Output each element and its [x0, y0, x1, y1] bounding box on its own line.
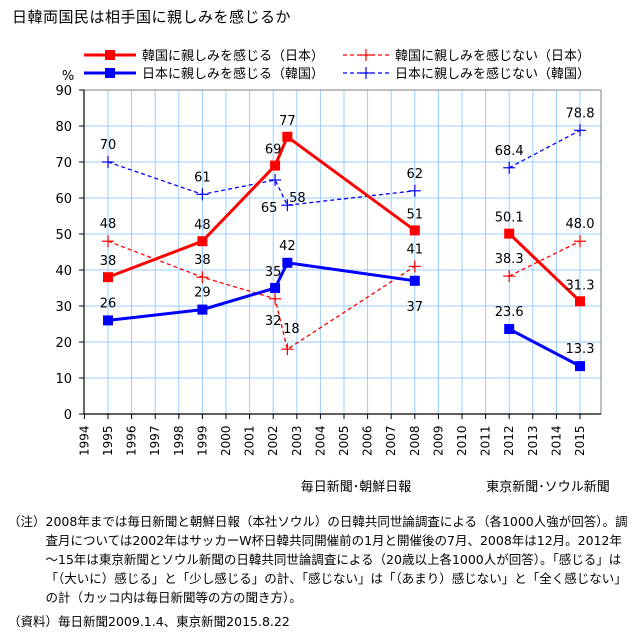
y-tick-label: 40 — [55, 264, 72, 279]
series-line — [107, 161, 415, 206]
data-point-square — [504, 324, 515, 335]
x-tick-label: 1997 — [148, 425, 162, 456]
data-label: 70 — [100, 138, 117, 153]
source-text: 毎日新聞2009.1.4、東京新聞2015.8.22 — [58, 614, 290, 629]
data-label: 42 — [279, 239, 296, 254]
series-line — [508, 327, 581, 368]
data-point-square — [575, 361, 585, 372]
data-label: 69 — [265, 143, 282, 158]
y-tick-label: 30 — [55, 300, 72, 315]
data-label: 18 — [283, 322, 300, 337]
x-tick-label: 2004 — [313, 425, 327, 456]
data-label: 61 — [194, 170, 211, 185]
data-point-square — [270, 160, 281, 171]
data-point-square — [103, 272, 113, 283]
data-label: 62 — [407, 167, 424, 182]
data-label: 29 — [194, 286, 211, 301]
data-label: 23.6 — [495, 305, 524, 320]
y-tick-label: 20 — [55, 336, 72, 351]
data-point-square — [282, 257, 293, 268]
series-line — [508, 129, 581, 169]
x-tick-label: 2008 — [408, 425, 422, 456]
series-line — [107, 261, 416, 322]
data-label: 38 — [194, 253, 211, 268]
data-point-square — [197, 236, 208, 247]
data-label: 38.3 — [495, 252, 524, 267]
y-tick-label: 10 — [55, 372, 72, 387]
data-label: 58 — [289, 191, 306, 206]
notes: （注） 2008年までは毎日新聞と朝鮮日報（本社ソウル）の日韓共同世論調査による… — [8, 512, 633, 631]
y-tick-label: 60 — [55, 192, 72, 207]
data-label: 50.1 — [495, 211, 524, 226]
data-point-square — [409, 275, 420, 286]
x-tick-label: 1996 — [125, 425, 139, 456]
series-line — [508, 240, 581, 277]
x-tick-label: 2007 — [384, 425, 398, 456]
x-tick-label: 2000 — [219, 425, 233, 456]
legend-label: 日本に親しみを感じる（韓国） — [142, 66, 324, 82]
x-tick-label: 2010 — [455, 425, 469, 456]
data-label: 77 — [279, 114, 296, 129]
x-tick-label: 2003 — [290, 425, 304, 456]
source-group-label: 東京新聞･ソウル新聞 — [486, 479, 610, 495]
y-tick-label: 80 — [55, 120, 72, 135]
x-tick-label: 1994 — [77, 425, 91, 456]
x-tick-label: 1999 — [195, 425, 209, 456]
x-tick-label: 2015 — [573, 425, 587, 456]
x-tick-label: 2014 — [549, 425, 563, 456]
x-tick-label: 2009 — [431, 425, 445, 456]
x-tick-label: 2011 — [479, 425, 493, 456]
chart-title: 日韓両国民は相手国に親しみを感じるか — [12, 8, 292, 26]
chart: 1994 1995 1996 1997 1998 1999 2000 2001 2002 2003… — [55, 48, 610, 495]
data-label: 48.0 — [566, 217, 595, 232]
data-label: 31.3 — [566, 278, 595, 293]
data-label: 13.3 — [566, 342, 595, 357]
y-tick-label: 70 — [55, 156, 72, 171]
data-label: 32 — [265, 314, 282, 329]
data-point-square — [575, 296, 585, 307]
data-label: 35 — [265, 265, 282, 280]
y-tick-label: 50 — [55, 228, 72, 243]
x-tick-label: 2005 — [337, 425, 351, 456]
data-label: 38 — [100, 254, 117, 269]
note-text: 2008年までは毎日新聞と朝鮮日報（本社ソウル）の日韓共同世論調査による（各10… — [45, 514, 628, 605]
legend-label: 韓国に親しみを感じない（日本） — [395, 48, 590, 64]
note: （注） 2008年までは毎日新聞と朝鮮日報（本社ソウル）の日韓共同世論調査による… — [8, 512, 633, 607]
data-label: 48 — [100, 217, 117, 232]
data-label: 51 — [407, 207, 424, 222]
legend-label: 韓国に親しみを感じる（日本） — [142, 48, 324, 64]
y-tick-label: 0 — [64, 408, 72, 423]
x-tick-label: 2002 — [266, 425, 280, 456]
data-label: 37 — [407, 300, 424, 315]
data-point-square — [504, 228, 515, 239]
data-point-square — [282, 131, 293, 142]
legend-marker-square — [105, 50, 115, 60]
source-label: （資料） — [8, 614, 59, 629]
data-point-square — [409, 225, 420, 236]
x-tick-label: 2006 — [361, 425, 375, 456]
y-tick-label: 90 — [55, 84, 72, 99]
x-tick-label: 2012 — [502, 425, 516, 456]
legend-label: 日本に親しみを感じない（韓国） — [395, 66, 590, 82]
note-label: （注） — [8, 514, 46, 529]
data-label: 48 — [194, 218, 211, 233]
x-tick-label: 1995 — [101, 425, 115, 456]
data-label: 41 — [407, 242, 424, 257]
source-group-label: 毎日新聞･朝鮮日報 — [301, 479, 412, 495]
data-label: 26 — [100, 296, 117, 311]
x-tick-label: 1998 — [172, 425, 186, 456]
legend-marker-square — [105, 68, 115, 78]
x-tick-label: 2013 — [526, 425, 540, 456]
x-tick-label: 2001 — [243, 425, 257, 456]
y-axis-unit: % — [62, 69, 74, 84]
data-point-square — [197, 304, 208, 315]
data-label: 78.8 — [566, 106, 595, 121]
series-line — [107, 240, 416, 351]
source: （資料） 毎日新聞2009.1.4、東京新聞2015.8.22 — [8, 612, 633, 631]
data-point-square — [103, 315, 113, 326]
series-line — [508, 232, 582, 303]
data-label: 68.4 — [495, 144, 524, 159]
data-point-square — [270, 283, 281, 293]
data-label: 65 — [261, 201, 278, 216]
